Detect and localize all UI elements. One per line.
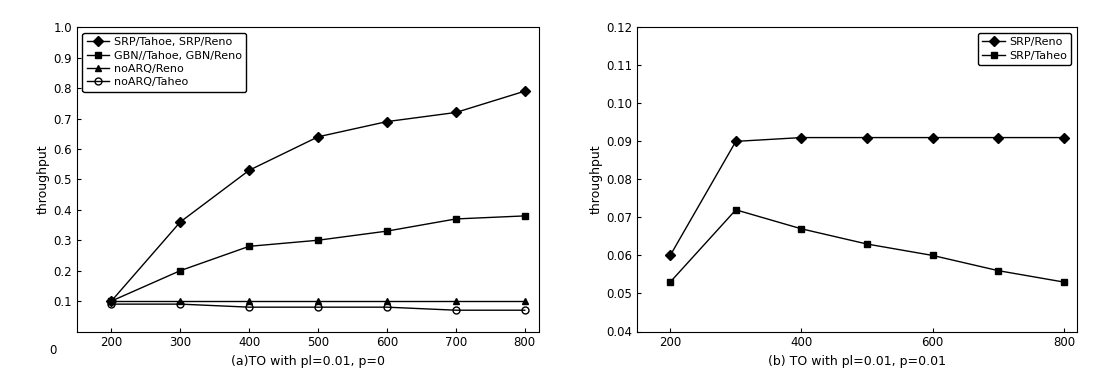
GBN//Tahoe, GBN/Reno <box>174 268 187 273</box>
noARQ/Reno <box>449 299 463 303</box>
SRP/Tahoe, SRP/Reno <box>311 135 324 139</box>
SRP/Taheo <box>991 268 1004 273</box>
noARQ/Taheo <box>174 302 187 307</box>
GBN//Tahoe, GBN/Reno <box>380 229 393 234</box>
X-axis label: (a)TO with pl=0.01, p=0: (a)TO with pl=0.01, p=0 <box>231 355 385 368</box>
GBN//Tahoe, GBN/Reno <box>243 244 256 249</box>
Text: 0: 0 <box>48 344 56 357</box>
noARQ/Reno <box>311 299 324 303</box>
SRP/Reno <box>926 135 940 140</box>
SRP/Tahoe, SRP/Reno <box>243 168 256 173</box>
SRP/Reno <box>664 253 677 258</box>
GBN//Tahoe, GBN/Reno <box>449 216 463 221</box>
Line: noARQ/Reno: noARQ/Reno <box>108 298 529 305</box>
GBN//Tahoe, GBN/Reno <box>104 299 118 303</box>
SRP/Taheo <box>1057 280 1070 284</box>
noARQ/Taheo <box>518 308 531 312</box>
noARQ/Reno <box>104 299 118 303</box>
noARQ/Taheo <box>104 302 118 307</box>
Line: GBN//Tahoe, GBN/Reno: GBN//Tahoe, GBN/Reno <box>108 213 529 305</box>
SRP/Reno <box>991 135 1004 140</box>
SRP/Tahoe, SRP/Reno <box>104 299 118 303</box>
SRP/Reno <box>730 139 743 144</box>
Line: SRP/Taheo: SRP/Taheo <box>667 206 1067 285</box>
SRP/Tahoe, SRP/Reno <box>449 110 463 115</box>
Line: noARQ/Taheo: noARQ/Taheo <box>108 301 529 314</box>
SRP/Taheo <box>664 280 677 284</box>
noARQ/Reno <box>380 299 393 303</box>
noARQ/Taheo <box>311 305 324 310</box>
SRP/Taheo <box>861 242 874 246</box>
Y-axis label: throughput: throughput <box>36 145 49 214</box>
noARQ/Reno <box>243 299 256 303</box>
SRP/Taheo <box>795 227 808 231</box>
noARQ/Reno <box>518 299 531 303</box>
GBN//Tahoe, GBN/Reno <box>311 238 324 243</box>
SRP/Reno <box>1057 135 1070 140</box>
Line: SRP/Reno: SRP/Reno <box>667 134 1067 259</box>
SRP/Taheo <box>730 207 743 212</box>
Legend: SRP/Reno, SRP/Taheo: SRP/Reno, SRP/Taheo <box>978 33 1072 65</box>
noARQ/Reno <box>174 299 187 303</box>
SRP/Taheo <box>926 253 940 258</box>
Legend: SRP/Tahoe, SRP/Reno, GBN//Tahoe, GBN/Reno, noARQ/Reno, noARQ/Taheo: SRP/Tahoe, SRP/Reno, GBN//Tahoe, GBN/Ren… <box>82 33 246 92</box>
SRP/Reno <box>795 135 808 140</box>
Y-axis label: throughput: throughput <box>589 145 602 214</box>
X-axis label: (b) TO with pl=0.01, p=0.01: (b) TO with pl=0.01, p=0.01 <box>768 355 946 368</box>
SRP/Reno <box>861 135 874 140</box>
SRP/Tahoe, SRP/Reno <box>174 220 187 224</box>
GBN//Tahoe, GBN/Reno <box>518 214 531 218</box>
noARQ/Taheo <box>380 305 393 310</box>
Line: SRP/Tahoe, SRP/Reno: SRP/Tahoe, SRP/Reno <box>108 88 529 305</box>
SRP/Tahoe, SRP/Reno <box>380 119 393 124</box>
noARQ/Taheo <box>449 308 463 312</box>
noARQ/Taheo <box>243 305 256 310</box>
SRP/Tahoe, SRP/Reno <box>518 89 531 94</box>
